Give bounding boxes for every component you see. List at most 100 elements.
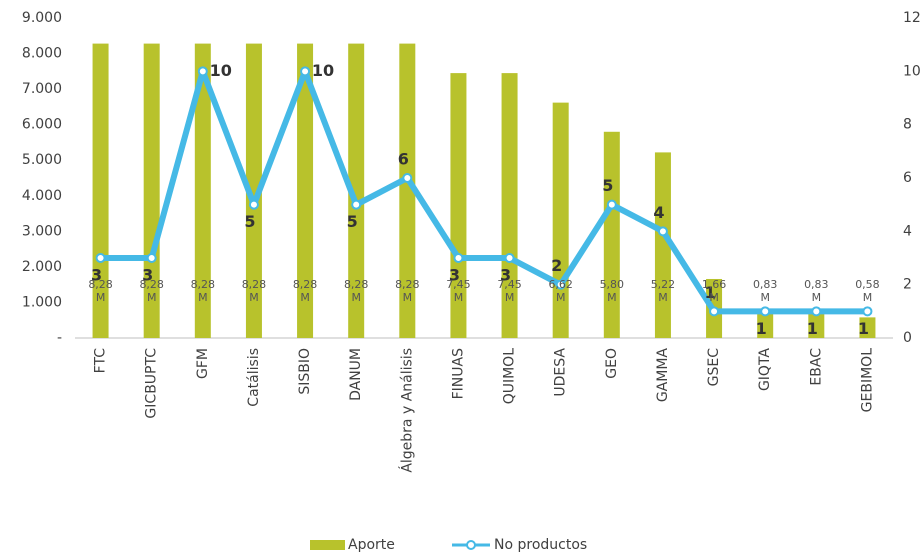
line [100, 68, 868, 315]
bar [450, 73, 467, 338]
bar-value-label: 8,28 M [292, 278, 318, 304]
bar [399, 43, 416, 338]
legend-label: No productos [494, 537, 587, 552]
bar-value-label: 5,80 M [599, 278, 625, 304]
bar [143, 43, 160, 338]
line-value-label: 5 [244, 212, 255, 231]
y-tick-label: 5.000 [22, 152, 62, 168]
x-tick-label: SISBIO [297, 348, 313, 395]
line-value-label: 10 [312, 61, 334, 80]
line-marker [197, 66, 208, 77]
line-value-label: 1 [807, 319, 818, 338]
bar-value-label: 1,66 M [701, 278, 727, 304]
x-tick-label: GEBIMOL [859, 348, 875, 413]
line-marker [811, 306, 822, 317]
x-tick-label: Catálisis [246, 348, 262, 407]
y2-tick-label: 8 [903, 117, 912, 133]
line-marker [657, 226, 668, 237]
line-marker [146, 253, 157, 263]
bar [808, 308, 825, 338]
line-value-label: 5 [602, 176, 613, 195]
line-value-label: 3 [91, 266, 102, 285]
x-tick-label: GICBUPTC [144, 348, 160, 419]
x-tick-label: UDESA [553, 348, 569, 397]
legend-label: Aporte [348, 537, 395, 552]
line-marker [351, 199, 362, 210]
bar [92, 43, 109, 338]
bar-value-label: 7,45 M [446, 278, 471, 304]
line-value-label: 3 [449, 266, 460, 285]
bar-value-label: 0,83 M [804, 278, 829, 304]
line-value-label: 1 [704, 283, 715, 302]
line-marker [402, 173, 413, 183]
bar-value-label: 8,28 M [343, 278, 369, 304]
x-tick-label: DANUM [348, 348, 364, 401]
x-tick-label: Álgebra y Análisis [398, 348, 415, 473]
line-marker [248, 199, 259, 210]
x-tick-label: FINUAS [450, 348, 466, 399]
x-tick-label: GFM [195, 348, 211, 379]
line-value-label: 2 [551, 256, 562, 275]
x-tick-label: GEO [604, 348, 620, 379]
y-tick-label: 2.000 [22, 259, 62, 275]
line-value-label: 10 [210, 61, 232, 80]
bar-value-label: 8,28 M [139, 278, 164, 304]
line-marker [453, 253, 464, 263]
y-tick-label: - [57, 330, 62, 346]
bar-value-label: 8,28 M [190, 278, 216, 304]
line-value-label: 3 [500, 266, 511, 285]
line-marker [555, 279, 566, 290]
line-value-label: 1 [858, 319, 869, 338]
bar-value-label: 0,83 M [752, 278, 778, 304]
line-value-label: 5 [347, 212, 358, 231]
line-value-label: 3 [142, 266, 153, 285]
y-tick-label: 1.000 [22, 294, 62, 310]
bar-value-label: 8,28 M [241, 278, 267, 304]
line-marker [95, 253, 106, 263]
x-tick-label: GAMMA [655, 348, 671, 403]
line-marker [300, 66, 311, 77]
y2-tick-label: 2 [903, 277, 912, 293]
y-tick-label: 3.000 [22, 223, 62, 239]
x-tick-label: GSEC [706, 348, 722, 387]
bar [194, 43, 211, 338]
y-tick-label: 6.000 [22, 117, 62, 133]
bar [348, 43, 365, 338]
line-marker [862, 306, 873, 317]
bar-value-label: 7,45 M [497, 278, 522, 304]
y2-tick-label: 10 [903, 63, 921, 79]
bar-value-label: 6,62 M [548, 278, 573, 304]
y2-tick-label: 0 [903, 330, 912, 346]
bar-value-label: 8,28 M [395, 278, 420, 304]
x-tick-label: EBAC [808, 348, 824, 386]
line-marker [606, 199, 617, 210]
line-value-label: 6 [398, 150, 409, 169]
line-marker [504, 253, 515, 263]
x-tick-label: GIQTA [757, 348, 773, 391]
y-tick-label: 8.000 [22, 46, 62, 62]
line-marker [709, 306, 720, 317]
y-tick-label: 4.000 [22, 188, 62, 204]
y-tick-label: 9.000 [22, 10, 62, 26]
line-marker [760, 306, 771, 317]
line-value-label: 4 [653, 203, 664, 222]
y-tick-label: 7.000 [22, 81, 62, 97]
bar [654, 152, 671, 338]
bar [297, 43, 314, 338]
bar [757, 308, 774, 338]
y2-tick-label: 4 [903, 223, 912, 239]
bar [501, 73, 518, 338]
x-tick-label: FTC [93, 348, 109, 374]
bar [245, 43, 262, 338]
bar-value-label: 0,58 M [855, 278, 880, 304]
y2-tick-label: 12 [903, 10, 921, 26]
legend-swatch [310, 540, 345, 550]
line-value-label: 1 [756, 319, 767, 338]
bar [603, 131, 620, 338]
bar-value-label: 8,28 M [88, 278, 113, 304]
bar [859, 317, 876, 338]
legend-marker [466, 540, 476, 550]
y2-tick-label: 6 [903, 170, 912, 186]
